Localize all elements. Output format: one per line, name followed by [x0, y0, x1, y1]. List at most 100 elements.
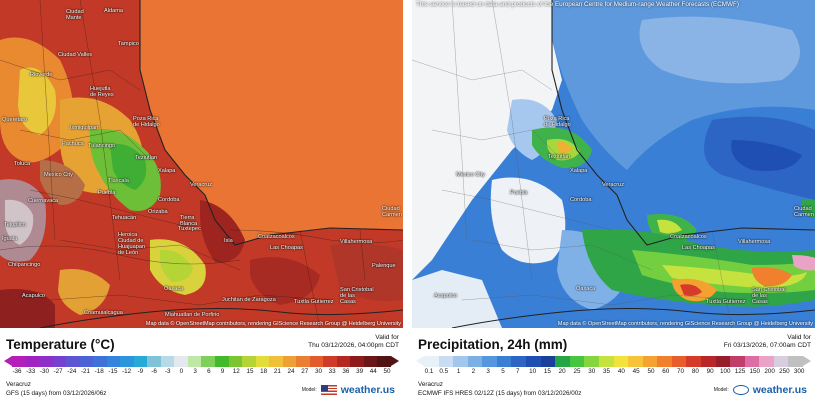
scale-color-segment — [613, 356, 629, 367]
scale-color-segment — [282, 356, 297, 367]
scale-color-segment — [214, 356, 229, 367]
city-label: Chilpancingo — [8, 262, 41, 268]
city-label: Oaxaca — [576, 286, 596, 292]
scale-tick-label: 44 — [369, 368, 377, 375]
scale-color-segment — [52, 356, 67, 367]
scale-color-segment — [744, 356, 760, 367]
scale-right-arrow — [390, 356, 399, 366]
scale-tick-label: 45 — [632, 368, 640, 375]
city-label: Ciudad Mante — [66, 9, 84, 21]
city-label: Huejutla de Reyes — [90, 86, 114, 98]
scale-tick-label: 3 — [193, 368, 197, 375]
scale-tick-label: -9 — [137, 368, 144, 375]
city-label: Mexico City — [456, 172, 485, 178]
scale-color-segment — [569, 356, 585, 367]
scale-color-segment — [671, 356, 687, 367]
scale-color-segment — [453, 356, 468, 367]
scale-tick-label: -36 — [12, 368, 22, 375]
city-label: Ciudad Valles — [58, 52, 93, 58]
city-label: Cordoba — [570, 197, 592, 203]
valid-datetime: Fri 03/13/2026, 07:00am CDT — [723, 342, 811, 349]
city-label: Tierra Blanca — [180, 215, 198, 227]
scale-tick-label: 27 — [301, 368, 309, 375]
scale-color-segment — [201, 356, 215, 367]
city-label: Poza Rica de Hidalgo — [544, 116, 571, 128]
scale-color-segment — [93, 356, 107, 367]
scale-tick-label: 21 — [273, 368, 281, 375]
city-label: Rioverde — [30, 72, 53, 78]
scale-tick-label: 18 — [260, 368, 268, 375]
city-label: Tulancingo — [88, 143, 116, 149]
valid-label: Valid for — [787, 334, 811, 341]
scale-color-segment — [66, 356, 80, 367]
city-label: Cuernavaca — [28, 198, 59, 204]
precipitation-panel: This service is based on data and produc… — [412, 0, 815, 403]
city-label: Puebla — [510, 190, 528, 196]
scale-color-segment — [39, 356, 53, 367]
scale-tick-label: 12 — [232, 368, 240, 375]
scale-tick-label: 2 — [471, 368, 476, 375]
scale-color-segment — [269, 356, 283, 367]
location-label: Veracruz — [6, 381, 31, 388]
scale-color-segment — [773, 356, 789, 367]
scale-tick-label: 6 — [207, 368, 211, 375]
city-label: Xalapa — [570, 168, 588, 174]
city-label: Acapulco — [434, 293, 458, 299]
scale-tick-label: 15 — [246, 368, 254, 375]
scale-color-segment — [598, 356, 614, 367]
ecmwf-logo-icon — [732, 385, 749, 395]
city-label: Orizaba — [148, 209, 168, 215]
scale-tick-label: -18 — [94, 368, 104, 375]
scale-tick-label: -12 — [122, 368, 132, 375]
scale-tick-label: 50 — [383, 368, 391, 375]
temperature-map[interactable]: Ciudad Mante Aldama Tampico Ciudad Valle… — [0, 0, 403, 328]
map-attribution[interactable]: Map data © OpenStreetMap contributors, r… — [145, 321, 401, 327]
scale-color-segment — [642, 356, 658, 367]
city-label: Xalapa — [158, 168, 176, 174]
scale-color-segment — [377, 356, 391, 367]
scale-tick-label: -3 — [164, 368, 171, 375]
model-label: Model: — [301, 387, 317, 393]
location-label: Veracruz — [418, 381, 443, 388]
brand: Model: weather.us — [302, 384, 395, 396]
scale-color-segment — [242, 356, 256, 367]
scale-color-segment — [438, 356, 454, 367]
scale-color-segment — [424, 356, 439, 367]
scale-tick-label: 25 — [573, 368, 581, 375]
scale-color-segment — [496, 356, 512, 367]
city-label: Toluca — [14, 161, 31, 167]
city-label: Pachuca — [62, 141, 84, 147]
city-label: Villahermosa — [738, 239, 771, 245]
city-label: San Cristobal de las Casas — [340, 287, 374, 305]
scale-tick-label: -30 — [39, 368, 49, 375]
precipitation-map[interactable]: This service is based on data and produc… — [412, 0, 815, 328]
scale-color-segment — [788, 356, 804, 367]
scale-color-segment — [759, 356, 774, 367]
city-label: Veracruz — [602, 182, 625, 188]
scale-color-segment — [511, 356, 527, 367]
ecmwf-notice: This service is based on data and produc… — [416, 1, 739, 8]
scale-color-segment — [120, 356, 134, 367]
scale-color-segment — [336, 356, 351, 367]
scale-tick-label: 80 — [691, 368, 699, 375]
city-label: Iguala — [2, 236, 18, 242]
scale-tick-label: 125 — [734, 368, 746, 375]
scale-color-segment — [555, 356, 570, 367]
scale-tick-label: 40 — [617, 368, 625, 375]
city-label: Tlaxcala — [108, 178, 129, 184]
scale-tick-label: 35 — [603, 368, 611, 375]
city-label: Miahuatlan de Porfirio — [165, 312, 220, 318]
scale-color-segment — [467, 356, 483, 367]
scale-color-segment — [363, 356, 378, 367]
scale-color-segment — [12, 356, 26, 367]
city-label: Acapulco — [22, 293, 46, 299]
city-label: Veracruz — [190, 182, 213, 188]
weather-us-logo[interactable]: weather.us — [752, 384, 807, 396]
scale-left-arrow — [4, 356, 12, 366]
weather-us-logo[interactable]: weather.us — [340, 384, 395, 396]
scale-tick-label: -21 — [80, 368, 91, 375]
scale-tick-label: 60 — [662, 368, 670, 375]
scale-color-segment — [228, 356, 243, 367]
map-attribution[interactable]: Map data © OpenStreetMap contributors, r… — [557, 321, 813, 327]
scale-tick-label: 0.5 — [439, 368, 449, 375]
